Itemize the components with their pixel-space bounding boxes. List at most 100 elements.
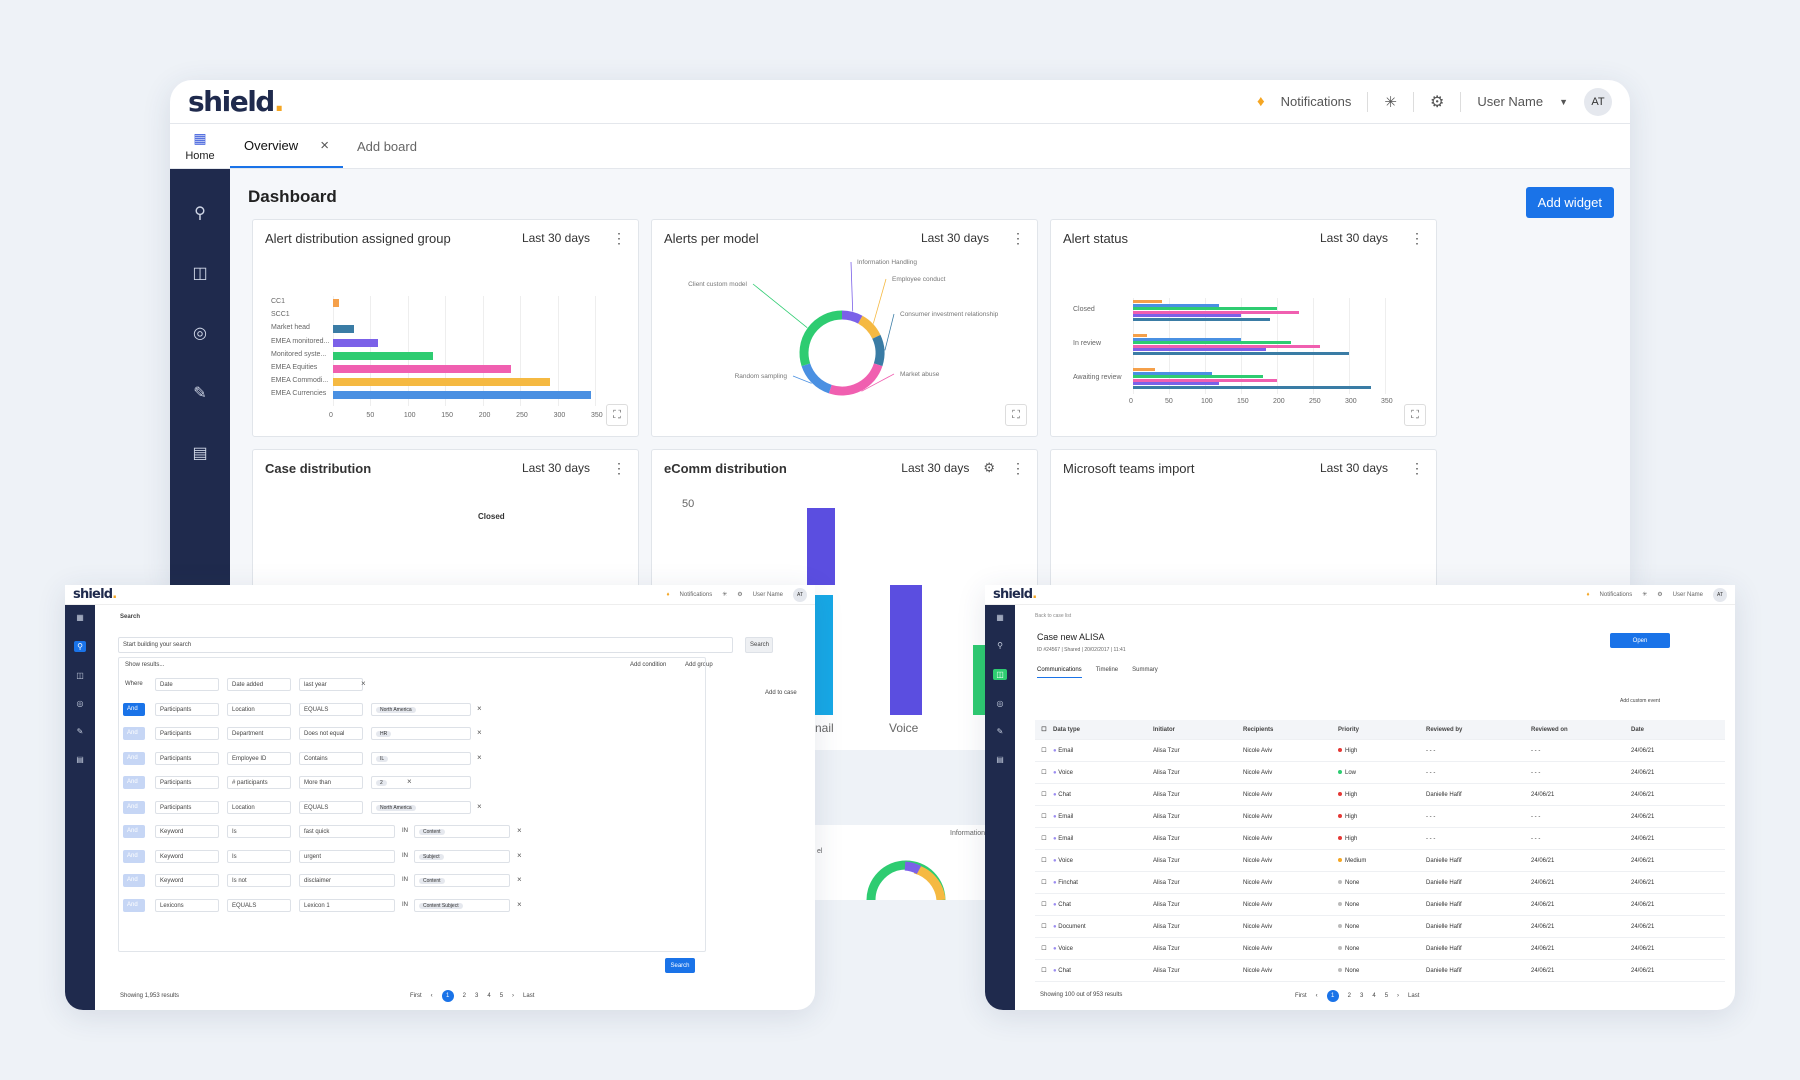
column-header[interactable]: Reviewed on <box>1531 726 1568 733</box>
and-toggle[interactable]: And <box>123 727 145 740</box>
briefcase-icon[interactable]: ◫ <box>76 671 84 680</box>
expand-icon[interactable]: ⛶ <box>1404 404 1426 426</box>
field-select[interactable]: Participants <box>155 727 219 740</box>
kebab-icon[interactable]: ⋮ <box>1410 459 1424 476</box>
page-4[interactable]: 4 <box>1372 993 1376 999</box>
attribute-select[interactable]: Is not <box>227 874 291 887</box>
operator-select[interactable]: Does not equal <box>299 727 363 740</box>
period-dropdown[interactable]: Last 30 days <box>1319 231 1388 245</box>
add-widget-button[interactable]: Add widget <box>1525 187 1614 218</box>
table-row[interactable]: ☐ ● Chat Alisa Tzur Nicole Aviv None Danielle… <box>1035 894 1725 916</box>
tab-summary[interactable]: Summary <box>1132 667 1158 673</box>
expand-icon[interactable]: ⛶ <box>1005 404 1027 426</box>
column-header[interactable]: Data type <box>1053 726 1081 733</box>
kebab-icon[interactable]: ⋮ <box>612 459 626 476</box>
back-link[interactable]: Back to case list <box>1035 613 1072 619</box>
value-chip[interactable]: IL <box>376 755 389 762</box>
and-toggle[interactable]: And <box>123 898 145 912</box>
table-row[interactable]: ☐ ● Finchat Alisa Tzur Nicole Aviv None Danie… <box>1035 872 1725 894</box>
bell-icon[interactable]: ♦ <box>666 591 670 598</box>
remove-condition-icon[interactable]: × <box>517 826 522 835</box>
network-icon[interactable]: ✳ <box>1384 93 1397 111</box>
table-row[interactable]: ☐ ● Email Alisa Tzur Nicole Aviv High - - -- … <box>1035 806 1725 828</box>
operator-select[interactable]: EQUALS <box>299 702 363 716</box>
avatar[interactable]: AT <box>1584 87 1612 116</box>
attribute-select[interactable]: Department <box>227 727 291 740</box>
value-input[interactable]: Subject <box>414 849 510 863</box>
remove-condition-icon[interactable]: × <box>361 679 366 688</box>
column-header[interactable]: Date <box>1631 726 1645 733</box>
row-checkbox[interactable]: ☐ <box>1041 858 1047 864</box>
search-icon[interactable]: ⚲ <box>74 641 86 652</box>
add-condition-button[interactable]: Add condition <box>630 662 667 668</box>
field-select[interactable]: Keyword <box>155 825 219 838</box>
value-chip[interactable]: Content <box>419 829 445 835</box>
tab-timeline[interactable]: Timeline <box>1095 667 1119 673</box>
attribute-select[interactable]: Is <box>227 849 291 863</box>
user-name[interactable]: User Name <box>1477 94 1544 109</box>
operator-select[interactable]: urgent <box>299 849 395 863</box>
and-toggle[interactable]: And <box>123 751 145 765</box>
row-checkbox[interactable]: ☐ <box>1041 792 1047 798</box>
avatar[interactable]: AT <box>1713 587 1727 602</box>
operator-select[interactable]: disclaimer <box>299 874 395 887</box>
value-input[interactable]: HR <box>371 727 471 740</box>
row-checkbox[interactable]: ☐ <box>1041 814 1047 820</box>
remove-condition-icon[interactable]: × <box>517 899 522 909</box>
search-icon[interactable]: ⚲ <box>194 205 206 222</box>
table-row[interactable]: ☐ ● Chat Alisa Tzur Nicole Aviv None Danielle… <box>1035 960 1725 982</box>
value-input[interactable]: 2 <box>371 776 471 789</box>
value-input[interactable]: Content <box>414 825 510 838</box>
document-icon[interactable]: ▤ <box>76 755 84 764</box>
kebab-icon[interactable]: ⋮ <box>1011 229 1025 246</box>
briefcase-icon[interactable]: ◫ <box>993 669 1007 680</box>
table-row[interactable]: ☐ ● Voice Alisa Tzur Nicole Aviv None Daniell… <box>1035 938 1725 960</box>
gear-icon[interactable]: ⚙ <box>1657 592 1663 598</box>
remove-condition-icon[interactable]: × <box>477 703 482 713</box>
and-toggle[interactable]: And <box>123 800 145 814</box>
remove-condition-icon[interactable]: × <box>477 801 482 811</box>
period-dropdown[interactable]: Last 30 days <box>1319 461 1388 475</box>
select-all-checkbox[interactable]: ☐ <box>1041 727 1047 733</box>
value-input[interactable]: Content Subject <box>414 898 510 912</box>
field-select[interactable]: Participants <box>155 702 219 716</box>
and-toggle[interactable]: And <box>123 702 145 716</box>
remove-condition-icon[interactable]: × <box>477 728 482 737</box>
remove-condition-icon[interactable]: × <box>517 850 522 860</box>
period-dropdown[interactable]: Last 30 days <box>521 461 590 475</box>
network-icon[interactable]: ✳ <box>722 592 728 598</box>
shield-logo[interactable]: shield. <box>188 85 284 118</box>
add-group-button[interactable]: Add group <box>685 662 713 668</box>
operator-select[interactable]: More than <box>299 776 363 789</box>
expand-icon[interactable]: ⛶ <box>606 404 628 426</box>
add-to-case-button[interactable]: Add to case <box>765 690 797 696</box>
pencil-icon[interactable]: ✎ <box>193 385 207 402</box>
attribute-select[interactable]: Is <box>227 825 291 838</box>
remove-condition-icon[interactable]: × <box>517 875 522 884</box>
page-2[interactable]: 2 <box>1347 993 1352 999</box>
attribute-select[interactable]: Date added <box>227 678 291 691</box>
row-checkbox[interactable]: ☐ <box>1041 880 1047 886</box>
alert-settings-icon[interactable]: ◎ <box>996 699 1004 708</box>
add-custom-event[interactable]: Add custom event <box>1620 698 1661 704</box>
bell-icon[interactable]: ♦ <box>1256 93 1265 110</box>
notifications-link[interactable]: Notifications <box>679 591 713 598</box>
gear-icon[interactable]: ⚙ <box>737 592 743 598</box>
row-checkbox[interactable]: ☐ <box>1041 836 1047 842</box>
page-first[interactable]: First <box>1295 993 1307 999</box>
attribute-select[interactable]: EQUALS <box>227 898 291 912</box>
field-select[interactable]: Keyword <box>155 849 219 863</box>
value-input[interactable]: North America <box>371 800 471 814</box>
field-select[interactable]: Participants <box>155 751 219 765</box>
tab-communications[interactable]: Communications <box>1037 667 1082 678</box>
page-1[interactable]: 1 <box>1326 990 1339 1002</box>
pencil-icon[interactable]: ✎ <box>996 727 1004 736</box>
status-dropdown[interactable]: Open <box>1610 633 1670 648</box>
page-5[interactable]: 5 <box>1384 993 1389 999</box>
page-4[interactable]: 4 <box>487 993 491 999</box>
kebab-icon[interactable]: ⋮ <box>1011 459 1025 476</box>
document-icon[interactable]: ▤ <box>192 445 208 462</box>
kebab-icon[interactable]: ⋮ <box>612 229 626 246</box>
operator-select[interactable]: fast quick <box>299 825 395 838</box>
attribute-select[interactable]: Employee ID <box>227 751 291 765</box>
